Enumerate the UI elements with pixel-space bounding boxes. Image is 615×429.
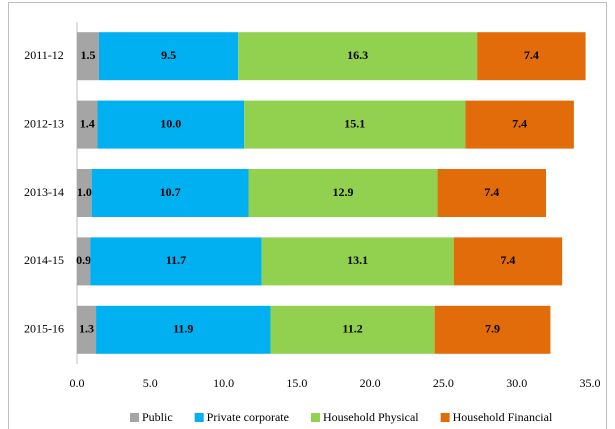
legend-swatch xyxy=(440,413,450,422)
value-label: 11.9 xyxy=(173,322,193,336)
bar-segment xyxy=(248,169,438,217)
x-tick-label: 35.0 xyxy=(580,376,601,390)
x-tick-label: 0.0 xyxy=(70,376,85,390)
bar-segment xyxy=(90,237,262,286)
bar-segment xyxy=(77,305,97,354)
value-label: 7.4 xyxy=(500,253,515,267)
legend-swatch xyxy=(130,413,139,422)
x-tick-label: 5.0 xyxy=(143,376,158,390)
legend-label: Household Financial xyxy=(453,410,553,424)
bar-segment xyxy=(238,32,478,81)
bar-segment xyxy=(261,237,454,286)
value-label: 7.4 xyxy=(512,116,527,130)
x-tick-label: 25.0 xyxy=(433,376,454,390)
bar-segment xyxy=(437,169,547,217)
bar-segment xyxy=(477,32,586,81)
bar-segment xyxy=(453,237,563,286)
x-tick-label: 30.0 xyxy=(506,376,527,390)
bar-segment xyxy=(77,100,98,149)
value-label: 15.1 xyxy=(344,116,365,130)
y-tick-label: 2012-13 xyxy=(24,116,64,130)
bar-segment xyxy=(96,305,271,354)
chart-frame xyxy=(8,2,607,429)
value-label: 7.4 xyxy=(524,48,539,62)
bar-segment xyxy=(77,32,99,81)
legend-label: Public xyxy=(142,410,173,424)
x-tick-label: 10.0 xyxy=(213,376,234,390)
value-label: 1.0 xyxy=(77,185,92,199)
y-tick-label: 2013-14 xyxy=(24,185,64,199)
legend-label: Private corporate xyxy=(207,410,289,424)
value-label: 10.0 xyxy=(160,116,181,130)
value-label: 7.4 xyxy=(484,185,499,199)
value-label: 16.3 xyxy=(347,48,368,62)
value-label: 11.2 xyxy=(342,322,362,336)
bar-segment xyxy=(465,100,574,149)
x-tick-label: 20.0 xyxy=(360,376,381,390)
bar-segment xyxy=(91,169,249,217)
value-label: 11.7 xyxy=(166,253,186,267)
bar-segment xyxy=(434,305,551,354)
y-tick-label: 2011-12 xyxy=(24,48,64,62)
value-label: 9.5 xyxy=(161,48,176,62)
bar-segment xyxy=(77,237,91,286)
legend-label: Household Physical xyxy=(323,410,419,424)
legend-swatch xyxy=(310,413,320,422)
value-label: 7.9 xyxy=(485,322,500,336)
value-label: 13.1 xyxy=(347,253,368,267)
y-tick-label: 2014-15 xyxy=(24,253,64,267)
y-tick-label: 2015-16 xyxy=(24,322,64,336)
legend-swatch xyxy=(194,413,204,422)
bar-segment xyxy=(270,305,435,354)
value-label: 1.3 xyxy=(79,322,94,336)
bar-segment xyxy=(244,100,466,149)
bar-segment xyxy=(77,169,92,217)
value-label: 0.9 xyxy=(76,253,91,267)
value-label: 1.4 xyxy=(80,116,95,130)
value-label: 10.7 xyxy=(160,185,181,199)
value-label: 1.5 xyxy=(80,48,95,62)
bar-segment xyxy=(97,100,245,149)
value-label: 12.9 xyxy=(333,185,354,199)
bar-segment xyxy=(98,32,239,81)
x-tick-label: 15.0 xyxy=(286,376,307,390)
